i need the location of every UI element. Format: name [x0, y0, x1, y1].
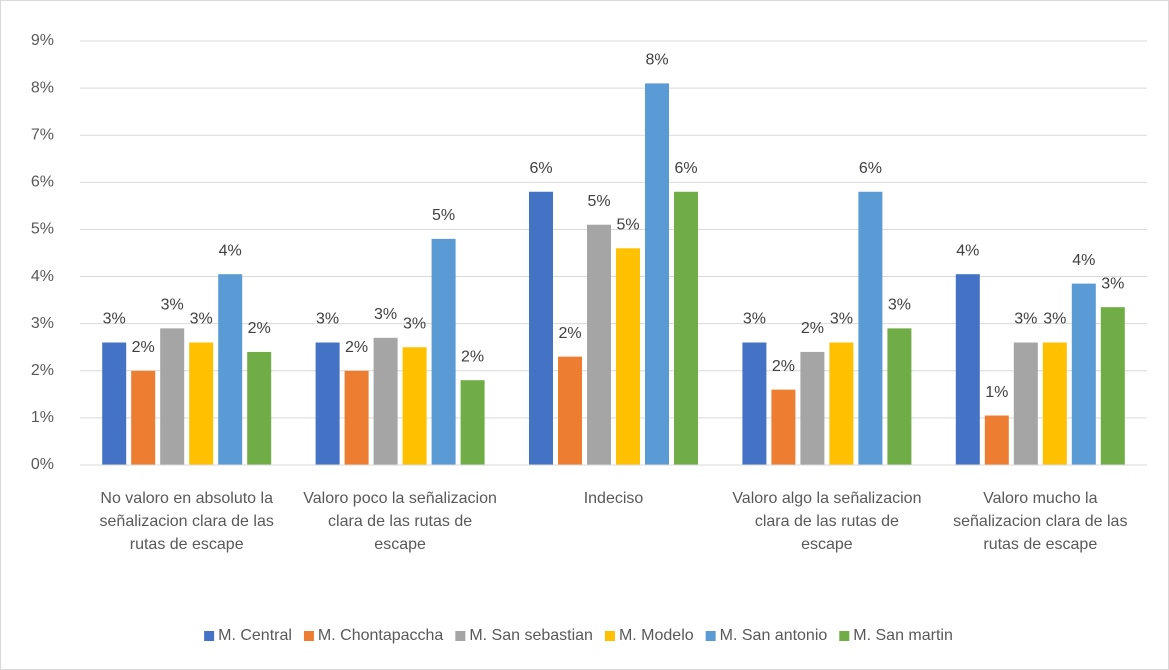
data-label: 6%	[529, 160, 552, 177]
x-tick-label: Indeciso	[583, 490, 644, 507]
bar	[1100, 307, 1125, 465]
legend-label: M. Chontapaccha	[318, 627, 444, 644]
y-tick-label: 6%	[31, 174, 54, 191]
bar	[1013, 342, 1038, 465]
data-label: 6%	[674, 160, 697, 177]
y-tick-label: 7%	[31, 126, 54, 143]
data-label: 3%	[888, 297, 911, 314]
y-tick-label: 8%	[31, 79, 54, 96]
legend-swatch	[455, 631, 466, 641]
y-tick-label: 2%	[31, 362, 54, 379]
data-label: 2%	[558, 325, 581, 342]
legend-swatch	[705, 631, 716, 641]
bar	[742, 342, 767, 465]
bar	[160, 328, 185, 465]
bar	[431, 238, 456, 465]
x-tick-label: No valoro en absoluto la señalizacion cl…	[99, 490, 274, 553]
data-label: 3%	[1101, 275, 1124, 292]
data-label: 1%	[985, 384, 1008, 401]
data-label: 3%	[316, 311, 339, 328]
bar	[189, 342, 214, 465]
data-label: 4%	[219, 242, 242, 259]
y-tick-label: 4%	[31, 268, 54, 285]
data-label: 3%	[743, 311, 766, 328]
y-tick-label: 5%	[31, 221, 54, 238]
x-tick-label: Valoro mucho la señalizacion clara de la…	[953, 490, 1128, 553]
bar	[887, 328, 912, 465]
bar	[315, 342, 340, 465]
data-label: 2%	[345, 339, 368, 356]
legend-swatch	[604, 631, 615, 641]
bar	[1042, 342, 1067, 465]
bar	[344, 370, 369, 465]
data-label: 4%	[1072, 252, 1095, 269]
data-label: 2%	[461, 348, 484, 365]
data-label: 3%	[190, 311, 213, 328]
legend-swatch	[303, 631, 314, 641]
bar	[674, 191, 698, 465]
bar	[529, 191, 553, 465]
legend-label: M. San sebastian	[469, 627, 593, 644]
data-label: 3%	[830, 311, 853, 328]
legend-swatch	[839, 631, 850, 641]
bar	[373, 337, 398, 465]
y-tick-label: 3%	[31, 315, 54, 332]
legend-swatch	[204, 631, 215, 641]
legend-label: M. Modelo	[619, 627, 694, 644]
bar	[829, 342, 854, 465]
x-tick-label: Valoro poco la señalizacion clara de las…	[303, 490, 497, 553]
bar	[645, 83, 669, 466]
bar	[102, 342, 127, 465]
data-label: 2%	[801, 320, 824, 337]
data-label: 2%	[248, 320, 271, 337]
data-label: 3%	[1043, 311, 1066, 328]
data-label: 2%	[132, 339, 155, 356]
data-label: 8%	[645, 52, 668, 69]
data-label: 5%	[432, 207, 455, 224]
bar	[131, 370, 156, 465]
legend-label: M. Central	[218, 627, 292, 644]
data-label: 6%	[859, 160, 882, 177]
data-label: 5%	[616, 217, 639, 234]
bar	[955, 274, 980, 465]
bar	[218, 274, 243, 465]
x-tick-label: Valoro algo la señalizacion clara de las…	[732, 490, 922, 553]
data-label: 3%	[403, 315, 426, 332]
data-label: 5%	[587, 193, 610, 210]
data-label: 3%	[103, 311, 126, 328]
data-label: 3%	[1014, 311, 1037, 328]
bar	[587, 224, 611, 465]
bar	[800, 351, 825, 465]
bar	[771, 389, 796, 465]
data-label: 3%	[161, 297, 184, 314]
bar	[460, 380, 485, 465]
y-tick-label: 9%	[31, 32, 54, 49]
bar	[984, 415, 1009, 465]
legend-label: M. San antonio	[720, 627, 828, 644]
bar	[1071, 283, 1096, 465]
bar	[858, 191, 883, 465]
data-label: 3%	[374, 306, 397, 323]
bar	[558, 356, 582, 465]
y-tick-label: 1%	[31, 409, 54, 426]
bar	[402, 347, 427, 465]
y-tick-label: 0%	[31, 456, 54, 473]
data-label: 2%	[772, 358, 795, 375]
bar	[247, 351, 272, 465]
bar	[616, 248, 640, 465]
data-label: 4%	[956, 242, 979, 259]
legend-label: M. San martin	[853, 627, 953, 644]
